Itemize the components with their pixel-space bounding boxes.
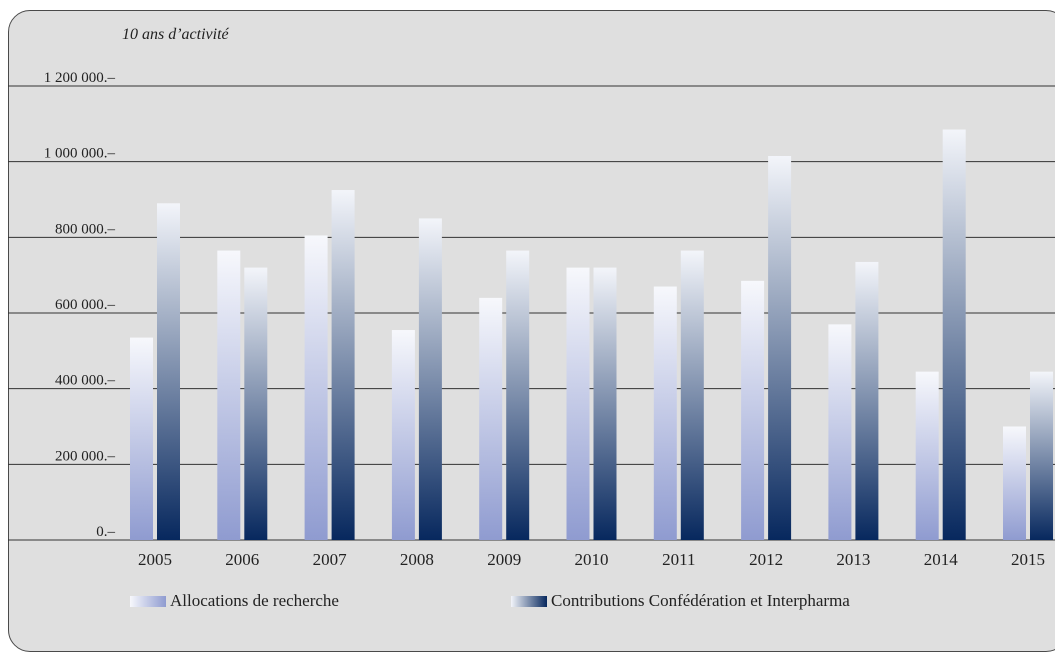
y-tick-label: 800 000.– (55, 221, 116, 237)
bar-contributions-2014 (942, 129, 966, 540)
bar-allocations-2015 (1003, 426, 1026, 540)
bar-contributions-2007 (331, 190, 355, 540)
bar-contributions-2015 (1030, 371, 1053, 540)
y-tick-label: 200 000.– (55, 448, 116, 464)
bar-chart: 0.– 200 000.– 400 000.– 600 000.– 800 000.– 1… (8, 70, 1055, 569)
x-tick-label: 2007 (313, 550, 348, 569)
x-tick-label: 2015 (1011, 550, 1045, 569)
chart-title: 10 ans d’activité (122, 26, 229, 43)
x-tick-label: 2008 (400, 550, 434, 569)
legend-label-allocations: Allocations de recherche (170, 591, 339, 610)
y-tick-label: 1 000 000.– (44, 146, 116, 162)
bar-allocations-2013 (828, 324, 852, 540)
legend-item-contributions: Contributions Confédération et Interphar… (511, 590, 850, 612)
bar-allocations-2014 (915, 371, 939, 540)
x-tick-label: 2014 (924, 550, 959, 569)
legend-item-allocations: Allocations de recherche (130, 590, 339, 612)
y-tick-label: 1 200 000.– (44, 70, 116, 86)
bar-contributions-2010 (593, 267, 617, 540)
bar-allocations-2010 (566, 267, 590, 540)
bar-allocations-2006 (217, 250, 241, 540)
bar-contributions-2008 (418, 218, 442, 540)
bar-contributions-2006 (244, 267, 268, 540)
x-tick-label: 2006 (225, 550, 259, 569)
bars (130, 129, 1053, 541)
bar-allocations-2012 (741, 280, 765, 540)
y-tick-label: 0.– (96, 524, 115, 540)
bar-contributions-2005 (157, 203, 180, 541)
bar-contributions-2009 (506, 250, 530, 540)
x-axis-tick-labels: 2005 2006 2007 2008 2009 2010 2011 2012 2013 2014… (138, 550, 1045, 569)
bar-allocations-2007 (304, 235, 328, 541)
bar-allocations-2005 (130, 337, 153, 540)
bar-contributions-2012 (768, 155, 792, 540)
legend-label-contributions: Contributions Confédération et Interphar… (551, 591, 850, 610)
bar-contributions-2011 (680, 250, 704, 540)
legend-swatch-contributions (511, 595, 547, 607)
x-tick-label: 2011 (662, 550, 695, 569)
bar-allocations-2009 (479, 297, 503, 540)
x-tick-label: 2005 (138, 550, 172, 569)
gridlines (8, 85, 1055, 541)
legend-swatch-allocations (130, 595, 166, 607)
chart-panel (8, 10, 1055, 652)
x-tick-label: 2010 (575, 550, 609, 569)
x-tick-label: 2009 (487, 550, 521, 569)
bar-allocations-2011 (653, 286, 677, 540)
x-tick-label: 2012 (749, 550, 783, 569)
bar-contributions-2013 (855, 261, 879, 540)
bar-allocations-2008 (391, 330, 415, 540)
x-tick-label: 2013 (836, 550, 870, 569)
y-tick-label: 600 000.– (55, 297, 116, 313)
y-tick-label: 400 000.– (55, 373, 116, 389)
y-axis-tick-labels: 0.– 200 000.– 400 000.– 600 000.– 800 000.– 1… (44, 70, 116, 540)
